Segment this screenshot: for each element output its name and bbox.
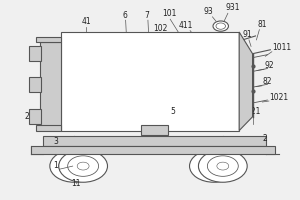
Text: 6: 6 <box>122 11 127 20</box>
Text: 91: 91 <box>243 30 252 39</box>
Circle shape <box>198 156 230 176</box>
Text: 92: 92 <box>264 61 274 70</box>
Text: 1021: 1021 <box>269 93 289 102</box>
FancyBboxPatch shape <box>36 125 61 131</box>
FancyBboxPatch shape <box>158 138 172 146</box>
FancyBboxPatch shape <box>40 42 61 130</box>
Text: 42: 42 <box>46 47 55 56</box>
Text: 5: 5 <box>171 107 176 116</box>
FancyBboxPatch shape <box>36 37 61 42</box>
Text: 101: 101 <box>162 9 176 18</box>
Polygon shape <box>239 32 253 131</box>
FancyBboxPatch shape <box>215 138 230 146</box>
Text: 93: 93 <box>203 7 213 16</box>
Circle shape <box>50 150 99 182</box>
FancyBboxPatch shape <box>29 77 40 92</box>
FancyBboxPatch shape <box>67 138 82 146</box>
Circle shape <box>207 156 238 176</box>
Circle shape <box>198 150 247 182</box>
FancyBboxPatch shape <box>31 146 275 154</box>
FancyBboxPatch shape <box>61 32 239 131</box>
Text: 421: 421 <box>246 107 261 116</box>
FancyBboxPatch shape <box>29 46 40 61</box>
Circle shape <box>208 162 220 170</box>
Text: 3: 3 <box>53 137 58 146</box>
Text: 931: 931 <box>225 3 240 12</box>
Text: 2: 2 <box>263 134 268 143</box>
Text: 1: 1 <box>53 161 58 170</box>
FancyBboxPatch shape <box>141 125 168 135</box>
Circle shape <box>217 162 229 170</box>
Text: 7: 7 <box>145 11 149 20</box>
Text: 81: 81 <box>258 20 267 29</box>
Text: 41: 41 <box>81 17 91 26</box>
Text: 11: 11 <box>71 179 81 188</box>
Text: 22: 22 <box>25 112 34 121</box>
Text: 102: 102 <box>153 24 168 33</box>
Circle shape <box>77 162 89 170</box>
Circle shape <box>190 150 238 182</box>
Text: 82: 82 <box>262 77 272 86</box>
FancyBboxPatch shape <box>43 136 266 146</box>
Text: 411: 411 <box>179 21 194 30</box>
Circle shape <box>68 156 99 176</box>
FancyBboxPatch shape <box>29 109 40 124</box>
Circle shape <box>59 156 90 176</box>
Circle shape <box>59 150 107 182</box>
Circle shape <box>213 21 229 31</box>
Circle shape <box>68 162 80 170</box>
Circle shape <box>216 23 226 29</box>
Text: 1011: 1011 <box>272 43 292 52</box>
